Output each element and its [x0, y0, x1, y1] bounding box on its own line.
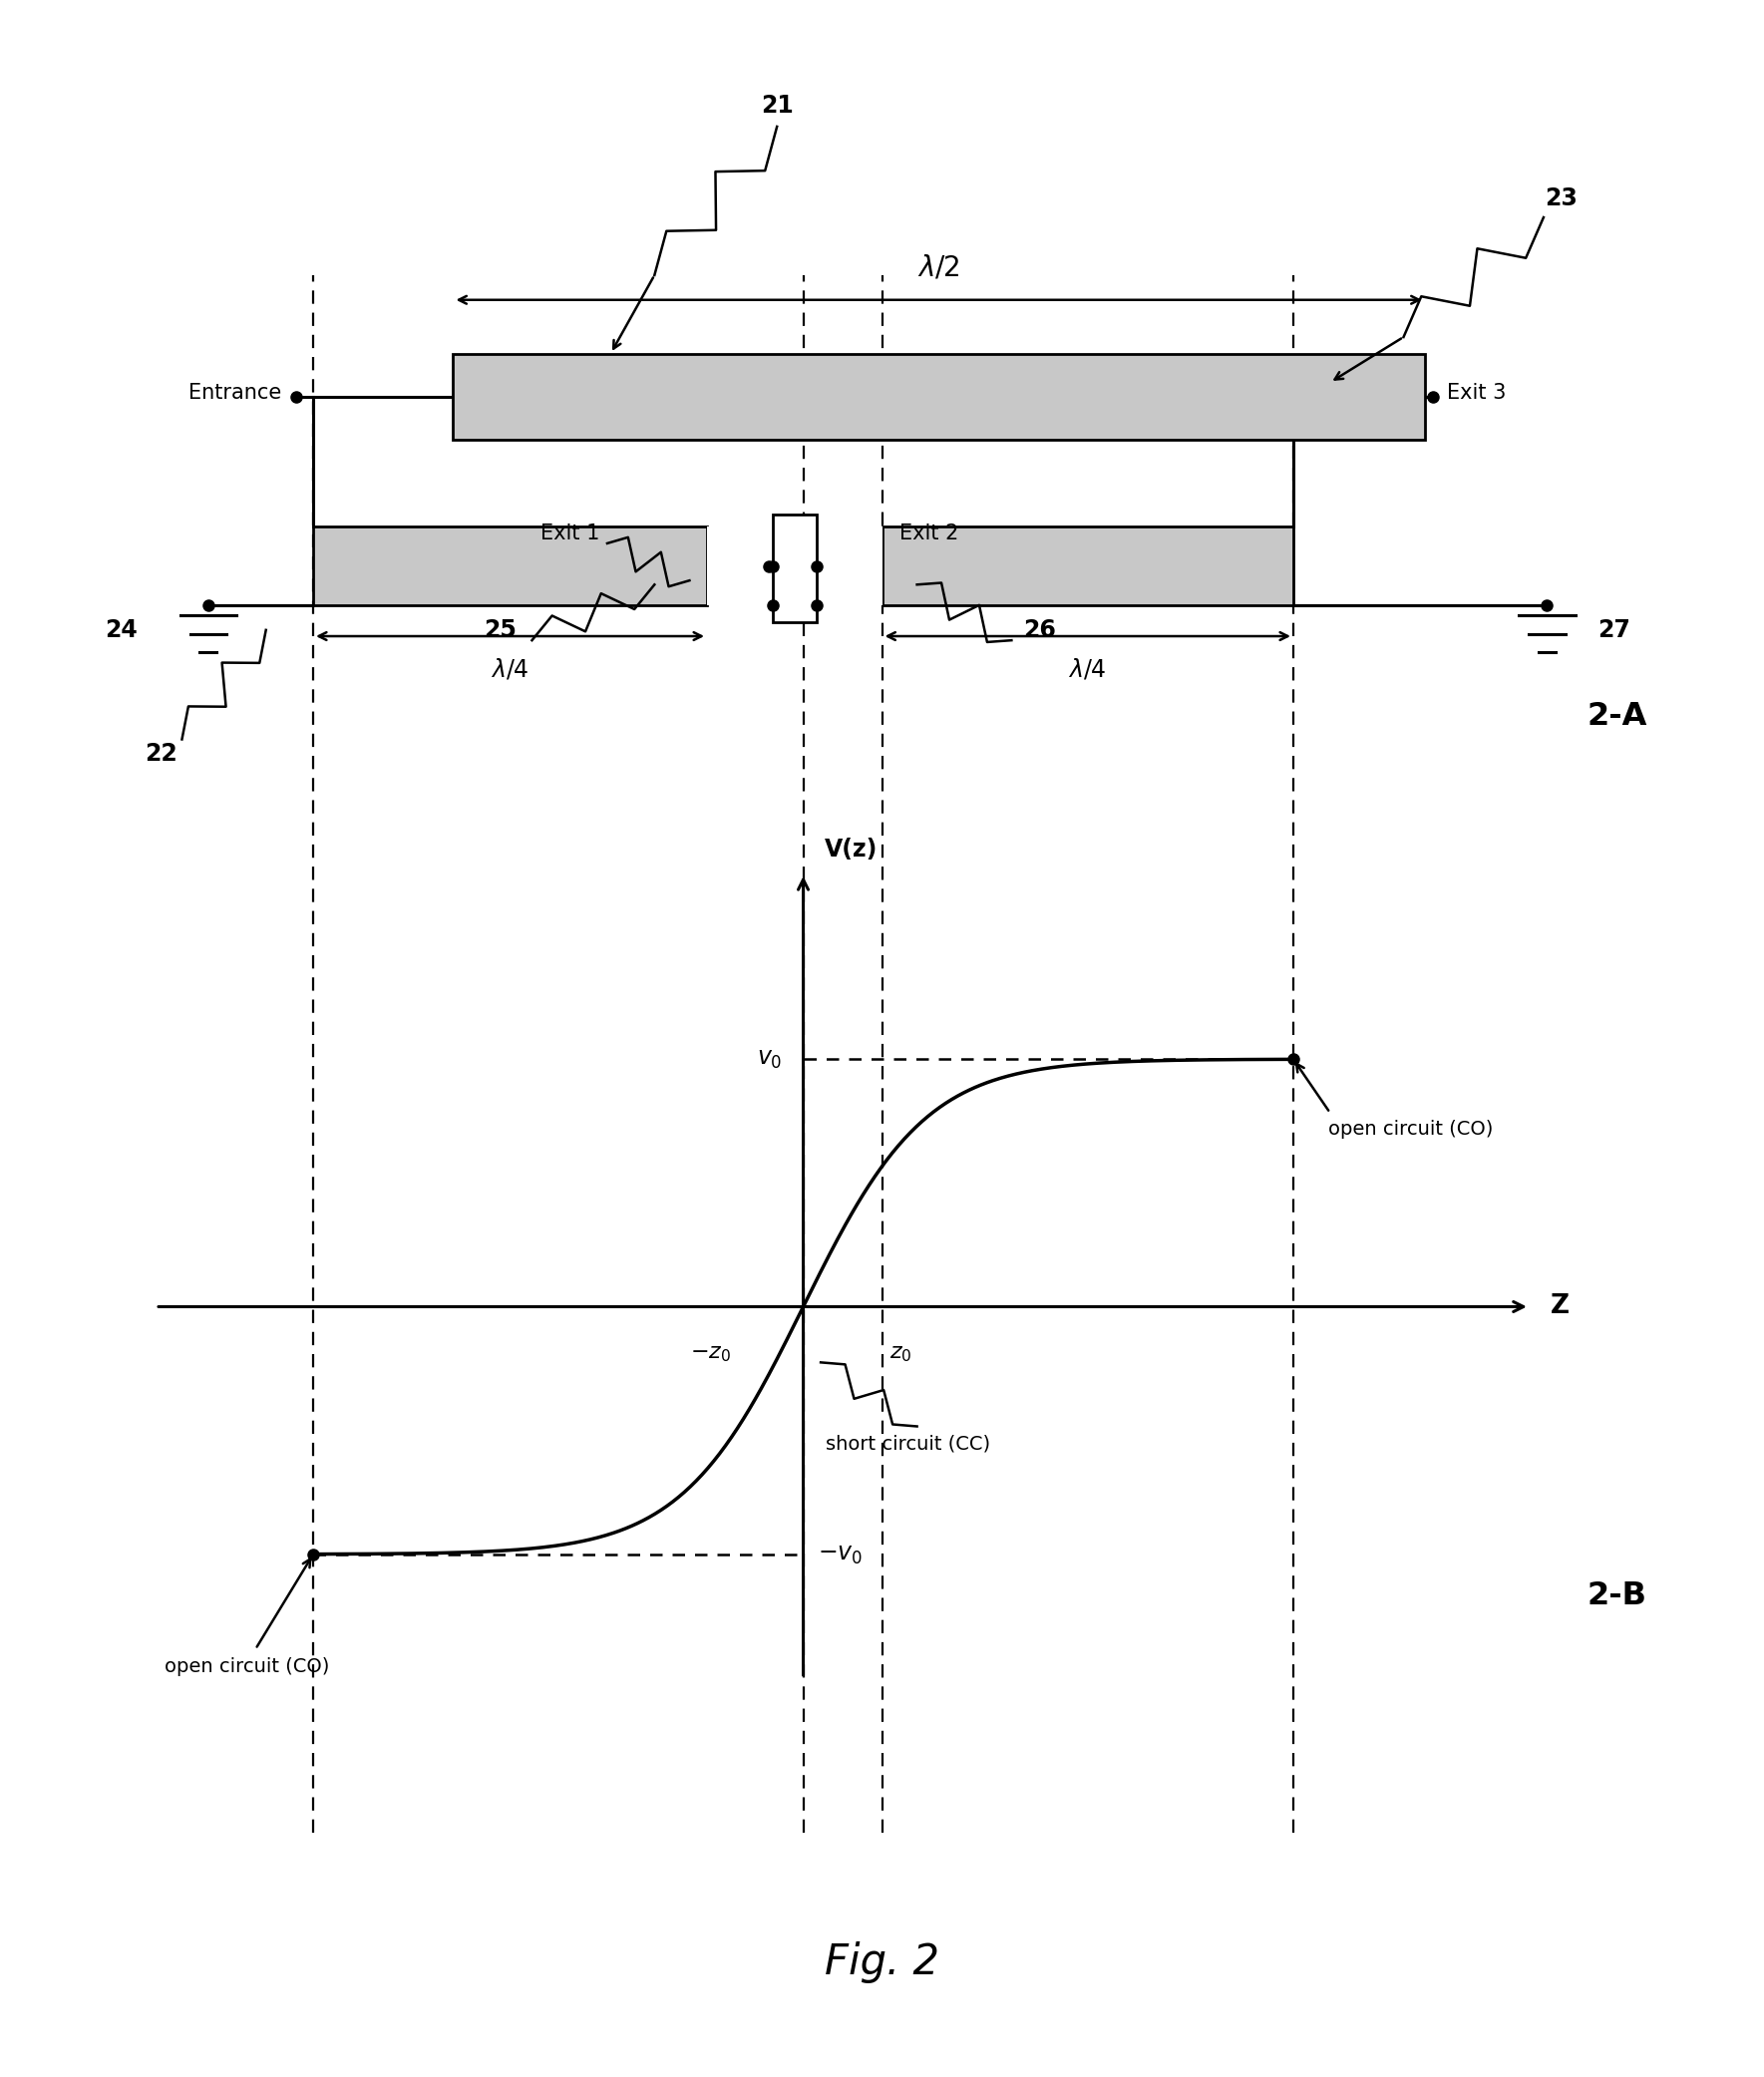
Text: Exit 1: Exit 1	[542, 523, 600, 542]
Text: Z: Z	[1551, 1294, 1570, 1319]
Text: 2-A: 2-A	[1588, 702, 1648, 731]
Text: open circuit (CO): open circuit (CO)	[164, 1657, 330, 1676]
Text: $\lambda/4$: $\lambda/4$	[1069, 656, 1106, 681]
Text: 24: 24	[104, 619, 138, 642]
Text: $-v_0$: $-v_0$	[817, 1543, 863, 1566]
Bar	[707, 528, 882, 604]
Bar	[453, 353, 1425, 440]
Text: Exit 2: Exit 2	[900, 523, 958, 542]
Text: $\lambda/4$: $\lambda/4$	[490, 656, 529, 681]
Text: open circuit (CO): open circuit (CO)	[1328, 1120, 1492, 1138]
Text: V(z): V(z)	[824, 837, 877, 862]
Text: 21: 21	[760, 93, 794, 118]
Text: $\lambda/2$: $\lambda/2$	[917, 253, 960, 280]
Bar	[773, 515, 817, 621]
Bar	[314, 528, 707, 604]
Text: 23: 23	[1545, 187, 1577, 210]
Text: Fig. 2: Fig. 2	[824, 1942, 940, 1984]
Text: 27: 27	[1596, 619, 1630, 642]
Bar	[882, 528, 1293, 604]
Text: short circuit (CC): short circuit (CC)	[826, 1435, 991, 1454]
Text: Exit 3: Exit 3	[1446, 382, 1506, 403]
Text: 25: 25	[483, 619, 517, 642]
Text: 22: 22	[145, 741, 176, 766]
Text: $z_0$: $z_0$	[889, 1344, 912, 1365]
Text: $v_0$: $v_0$	[757, 1047, 781, 1072]
Text: 26: 26	[1023, 619, 1057, 642]
Text: $-z_0$: $-z_0$	[690, 1344, 732, 1365]
Text: Entrance: Entrance	[189, 382, 282, 403]
Text: 2-B: 2-B	[1588, 1581, 1648, 1612]
